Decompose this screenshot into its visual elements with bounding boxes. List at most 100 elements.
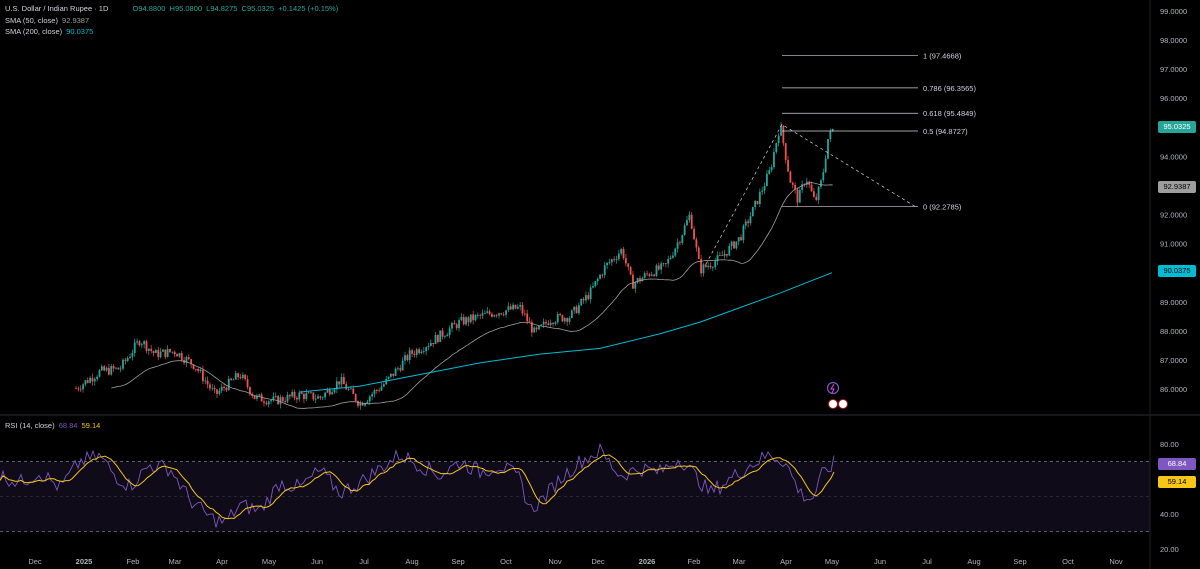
candle-body (448, 328, 451, 335)
candle-body (657, 265, 660, 270)
price-axis-tick: 89.0000 (1160, 298, 1187, 307)
fib-level-label: 1 (97.4668) (923, 52, 962, 61)
candle-body (467, 317, 470, 323)
candle-body (582, 298, 585, 301)
candle-body (744, 221, 747, 226)
rsi-axis-tick: 20.00 (1160, 545, 1179, 554)
candle-body (429, 342, 432, 347)
candle-body (415, 349, 418, 355)
candle-body (789, 171, 792, 183)
candle-body (686, 220, 688, 226)
candle-body (707, 265, 710, 267)
candle-body (523, 313, 526, 315)
candle-body (667, 258, 670, 264)
candle-body (634, 282, 637, 289)
price-axis-tick: 94.0000 (1160, 152, 1187, 161)
candle-body (314, 398, 317, 400)
candle-body (204, 380, 207, 382)
candle-body (352, 388, 355, 394)
candle-body (474, 314, 477, 321)
candle-body (272, 396, 275, 401)
fib-level-label: 0 (92.2785) (923, 202, 962, 211)
candle-body (138, 341, 141, 346)
candle-body (578, 305, 580, 314)
candle-body (491, 313, 493, 317)
candle-body (176, 354, 178, 357)
candle-body (326, 389, 329, 393)
candle-body (711, 267, 714, 269)
candle-body (810, 184, 813, 192)
candle-body (122, 359, 124, 369)
candle-body (775, 143, 778, 153)
candle-body (643, 273, 646, 278)
candle-body (152, 350, 155, 354)
candle-body (328, 389, 331, 395)
candle-body (378, 390, 381, 392)
candle-body (469, 314, 472, 323)
candle-body (237, 373, 240, 378)
ohlc-legend: U.S. Dollar / Indian Rupee · 1D O94.8800… (5, 4, 340, 13)
time-axis-label: Feb (688, 557, 701, 566)
candle-body (620, 249, 623, 254)
candle-body (808, 181, 811, 185)
candle-body (561, 315, 564, 322)
sma50-legend[interactable]: SMA (50, close) 92.9387 (5, 16, 91, 25)
candle-body (129, 356, 131, 358)
candle-body (756, 201, 759, 205)
candle-body (613, 259, 616, 261)
candle-body (827, 139, 829, 159)
time-axis-label: Oct (500, 557, 513, 566)
candle-body (575, 306, 578, 314)
candle-body (296, 397, 298, 400)
candle-body (173, 351, 176, 355)
candle-body (697, 247, 700, 260)
candle-body (829, 131, 832, 140)
price-axis-tick: 96.0000 (1160, 94, 1187, 103)
candle-body (441, 330, 444, 337)
candle-body (298, 392, 301, 400)
sma200-legend[interactable]: SMA (200, close) 90.0375 (5, 27, 95, 36)
price-axis-tick: 92.0000 (1160, 211, 1187, 220)
candle-body (460, 316, 463, 321)
candle-body (157, 349, 160, 358)
candle-body (479, 314, 482, 316)
high-value: H95.0800 (169, 4, 203, 13)
candle-body (801, 184, 804, 190)
candle-body (274, 395, 277, 397)
candle-body (566, 318, 569, 322)
candle-body (495, 315, 498, 317)
candle-body (284, 401, 287, 402)
sma50-value: 92.9387 (62, 16, 90, 25)
candle-body (782, 125, 785, 144)
candle-body (723, 253, 726, 256)
rsi-legend[interactable]: RSI (14, close) 68.84 59.14 (5, 421, 102, 430)
candle-body (632, 274, 634, 289)
candle-body (427, 346, 430, 348)
time-axis-label: Jun (874, 557, 886, 566)
candle-body (305, 393, 308, 400)
candle-body (110, 366, 113, 375)
candle-body (357, 401, 359, 406)
candle-body (392, 373, 395, 376)
candle-body (728, 245, 731, 256)
candle-body (512, 304, 514, 310)
candle-body (528, 321, 531, 323)
symbol-title[interactable]: U.S. Dollar / Indian Rupee · 1D (5, 4, 109, 13)
candle-body (587, 295, 590, 300)
rsi-line (0, 442, 835, 528)
candle-body (422, 351, 425, 352)
candle-body (585, 295, 587, 301)
candle-body (625, 258, 627, 264)
candle-body (401, 360, 404, 371)
candle-body (288, 394, 291, 397)
candle-body (700, 259, 702, 274)
candle-body (653, 274, 655, 276)
candle-body (202, 369, 204, 382)
candle-body (408, 350, 411, 360)
candle-body (446, 334, 449, 337)
candle-body (115, 367, 117, 369)
candle-body (220, 386, 223, 391)
fib-level-label: 0.618 (95.4849) (923, 109, 976, 118)
